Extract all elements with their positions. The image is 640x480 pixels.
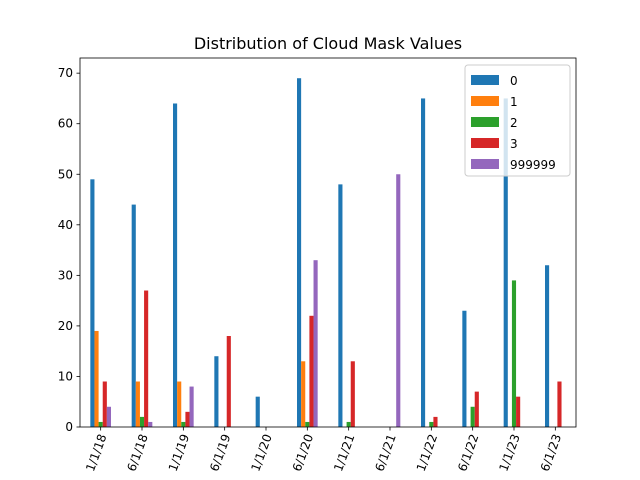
legend-frame: [464, 64, 571, 177]
legend-label: 2: [510, 116, 518, 130]
bar-0-2: [173, 103, 178, 428]
x-tick-label: 1/1/20: [248, 432, 274, 473]
bar-0-0: [90, 179, 95, 427]
bar-0-10: [503, 98, 508, 427]
y-tick-label: 70: [58, 66, 73, 80]
legend-swatch-2: [471, 117, 499, 127]
bar-3-9: [474, 391, 479, 427]
bar-0-1: [131, 204, 136, 427]
bar-3-3: [226, 336, 231, 427]
x-tick-label: 1/1/21: [331, 432, 357, 473]
bar-1-0: [94, 330, 99, 427]
y-tick-label: 40: [58, 218, 73, 232]
x-tick-label: 1/1/23: [496, 432, 522, 473]
x-tick-label: 6/1/23: [538, 432, 564, 473]
bar-1-1: [135, 381, 140, 427]
legend-swatch-1: [471, 96, 499, 106]
bar-1-5: [301, 361, 306, 427]
x-tick-label: 6/1/18: [124, 432, 150, 473]
bar-2-5: [305, 421, 310, 427]
bar-3-2: [185, 411, 190, 427]
legend-label: 999999: [510, 158, 556, 172]
bar-3-6: [350, 361, 355, 427]
y-tick-label: 30: [58, 268, 73, 282]
bar-2-10: [511, 280, 517, 427]
bar-1-2: [177, 381, 182, 427]
legend-swatch-999999: [471, 159, 499, 169]
x-tick-label: 6/1/20: [290, 432, 316, 473]
legend-label: 3: [510, 137, 518, 151]
x-tick-label: 1/1/19: [166, 432, 192, 473]
chart-title: Distribution of Cloud Mask Values: [194, 34, 462, 53]
y-tick-label: 10: [58, 369, 73, 383]
bar-2-8: [429, 421, 434, 427]
y-tick-label: 20: [58, 319, 73, 333]
x-tick-label: 6/1/21: [372, 432, 398, 473]
bar-2-6: [346, 421, 351, 427]
y-tick-label: 60: [58, 117, 73, 131]
bar-2-2: [181, 421, 186, 427]
bar-0-11: [545, 265, 550, 427]
bars-layer: [90, 78, 562, 428]
bar-999999-2: [189, 386, 194, 427]
bar-0-6: [338, 184, 343, 427]
legend-swatch-3: [471, 138, 499, 148]
bar-999999-7: [396, 174, 401, 427]
bar-0-5: [297, 78, 302, 427]
bar-3-5: [309, 315, 314, 427]
x-tick-label: 1/1/22: [414, 432, 440, 473]
legend-label: 1: [510, 95, 518, 109]
bar-999999-5: [313, 260, 318, 427]
bar-0-9: [462, 310, 467, 427]
bar-3-1: [144, 290, 149, 427]
legend: 0 1 2 3 999999: [464, 64, 571, 177]
bar-0-4: [255, 396, 260, 427]
bar-0-3: [214, 356, 219, 427]
bar-2-9: [470, 406, 475, 427]
bar-3-11: [557, 381, 562, 427]
legend-swatch-0: [471, 75, 499, 85]
y-tick-label: 50: [58, 167, 73, 181]
bar-3-8: [433, 416, 438, 427]
y-tick-label: 0: [65, 420, 73, 434]
legend-label: 0: [510, 74, 518, 88]
bar-3-10: [516, 396, 521, 427]
bar-3-0: [102, 381, 107, 427]
bar-2-0: [98, 421, 103, 427]
x-tick-label: 6/1/19: [207, 432, 233, 473]
bar-999999-1: [148, 421, 153, 427]
bar-2-1: [139, 416, 145, 427]
x-tick-label: 6/1/22: [455, 432, 481, 473]
x-tick-label: 1/1/18: [83, 432, 109, 473]
plot-frame: [79, 57, 577, 428]
bar-999999-0: [106, 406, 111, 427]
bar-0-8: [421, 98, 426, 427]
